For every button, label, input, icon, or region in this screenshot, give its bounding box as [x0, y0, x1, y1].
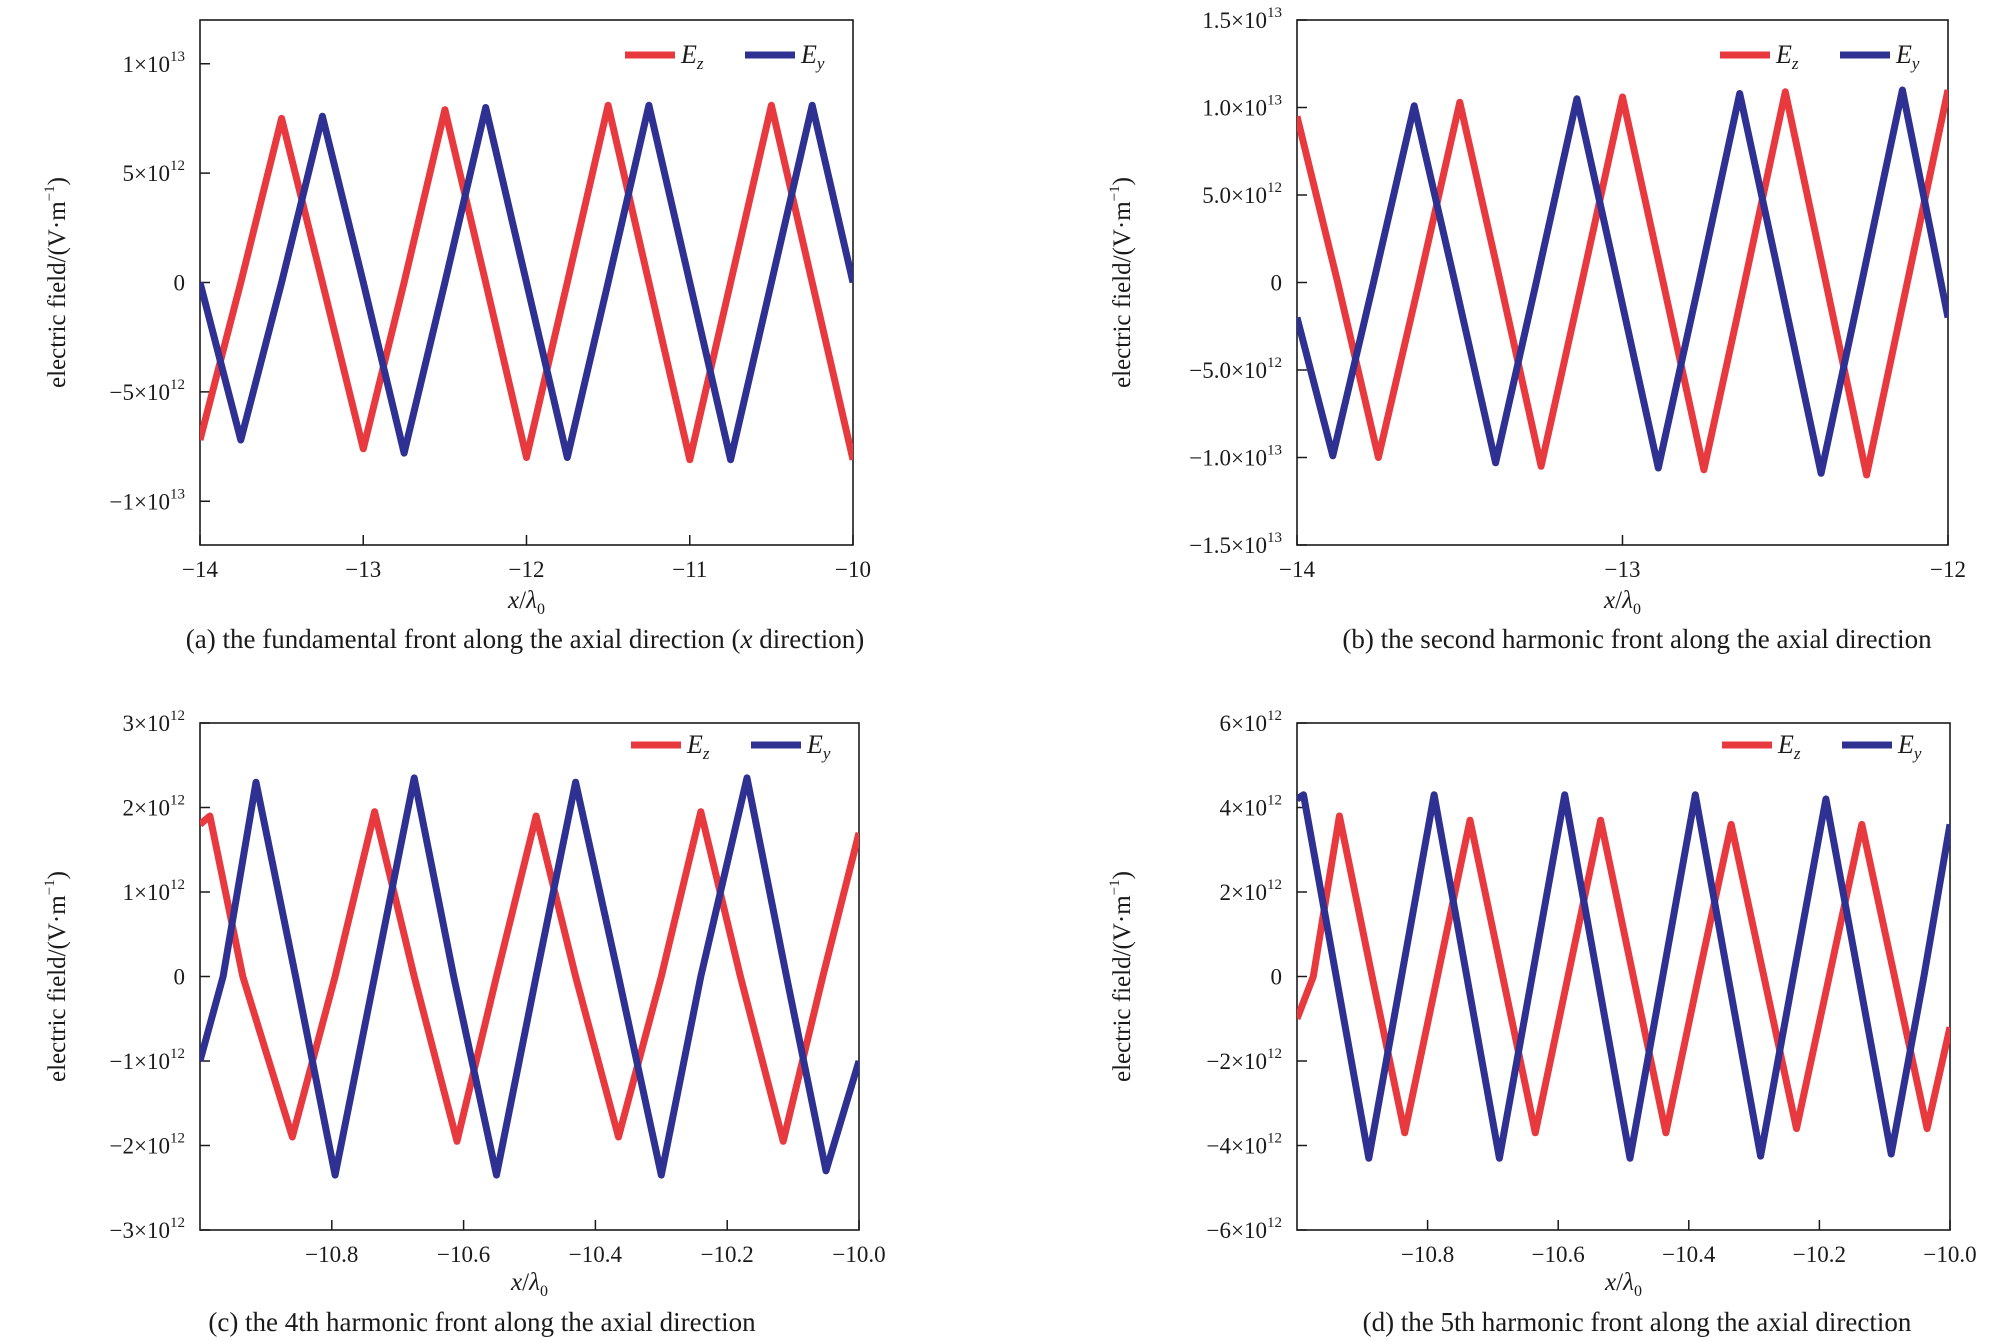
- series-line-Ez: [1297, 88, 1948, 479]
- x-tick-label: −10.4: [569, 1242, 623, 1267]
- y-tick-label: 6×1012: [1220, 708, 1282, 736]
- legend-label-Ey: Ey: [800, 40, 825, 73]
- legend-label-Ez: Ez: [680, 40, 704, 73]
- x-tick-label: −11: [672, 557, 707, 582]
- x-axis-label: x/λ0: [1603, 587, 1641, 618]
- x-tick-label: −14: [182, 557, 218, 582]
- y-tick-label: −4×1012: [1207, 1131, 1282, 1159]
- y-tick-label: 1.5×1013: [1202, 5, 1282, 33]
- x-tick-label: −10: [835, 557, 871, 582]
- y-tick-label: 5×1012: [123, 158, 185, 186]
- legend-label-Ey: Ey: [1895, 40, 1920, 73]
- y-tick-label: −3×1012: [110, 1215, 185, 1243]
- series-line-Ey: [200, 774, 859, 1179]
- y-tick-label: −1×1013: [110, 486, 185, 514]
- x-tick-label: −10.0: [1923, 1242, 1976, 1267]
- chart-panel-1: 1×1013 5×1012 0 −5×1012 −1×1013 −14 −13 −12 −11 −…: [42, 19, 871, 654]
- series-line-Ey: [1297, 791, 1950, 1162]
- chart-panel-4: 6×1012 4×1012 2×1012 0 −2×1012 −4×1012 −6×1012…: [1107, 708, 1977, 1337]
- x-tick-label: −13: [345, 557, 381, 582]
- chart-panel-2: 1.5×1013 1.0×1013 5.0×1012 0 −5.0×1012 −1.0×1…: [1107, 5, 1966, 654]
- y-tick-label: −1.0×1013: [1189, 443, 1282, 471]
- x-tick-label: −10.4: [1662, 1242, 1716, 1267]
- y-tick-label: 4×1012: [1220, 793, 1282, 821]
- y-tick-label: 0: [1271, 271, 1283, 296]
- legend-label-Ey: Ey: [1897, 730, 1922, 763]
- legend: Ez Ey: [625, 40, 825, 73]
- x-tick-label: −10.0: [832, 1242, 885, 1267]
- chart-panel-3: 3×1012 2×1012 1×1012 0 −1×1012 −2×1012 −3×1012…: [42, 708, 886, 1337]
- panel-caption: (a) the fundamental front along the axia…: [186, 624, 864, 654]
- x-tick-label: −10.6: [1532, 1242, 1585, 1267]
- y-tick-label: 1.0×1013: [1202, 93, 1282, 121]
- legend-label-Ez: Ez: [1777, 730, 1801, 763]
- x-tick-label: −10.8: [305, 1242, 358, 1267]
- legend: Ez Ey: [1720, 40, 1920, 73]
- legend: Ez Ey: [631, 730, 831, 763]
- x-tick-label: −10.2: [701, 1242, 754, 1267]
- x-tick-label: −12: [1930, 557, 1966, 582]
- y-tick-label: −1×1012: [110, 1046, 185, 1074]
- y-tick-label: −1.5×1013: [1189, 530, 1282, 558]
- y-tick-label: 0: [174, 965, 186, 990]
- y-tick-label: 1×1013: [123, 49, 185, 77]
- y-tick-label: −5×1012: [110, 377, 185, 405]
- y-tick-label: 5.0×1012: [1202, 180, 1282, 208]
- y-tick-label: −5.0×1012: [1189, 355, 1282, 383]
- y-tick-label: −6×1012: [1207, 1215, 1282, 1243]
- panel-caption: (c) the 4th harmonic front along the axi…: [208, 1307, 756, 1337]
- x-tick-label: −10.2: [1793, 1242, 1846, 1267]
- y-tick-label: −2×1012: [1207, 1046, 1282, 1074]
- x-tick-label: −12: [509, 557, 545, 582]
- y-axis-label: electric field/(V·m−1): [1107, 871, 1136, 1082]
- x-tick-label: −10.6: [437, 1242, 490, 1267]
- legend-label-Ey: Ey: [806, 730, 831, 763]
- x-tick-label: −14: [1279, 557, 1315, 582]
- y-axis-label: electric field/(V·m−1): [42, 871, 71, 1082]
- y-tick-label: 0: [174, 271, 186, 296]
- x-axis-label: x/λ0: [507, 587, 545, 618]
- x-tick-label: −13: [1605, 557, 1641, 582]
- y-tick-label: −2×1012: [110, 1131, 185, 1159]
- x-tick-label: −10.8: [1401, 1242, 1454, 1267]
- x-axis-label: x/λ0: [1604, 1269, 1642, 1300]
- plot-frame: [1296, 722, 1951, 1231]
- legend-label-Ez: Ez: [1775, 40, 1799, 73]
- series-line-Ez: [200, 101, 853, 464]
- legend: Ez Ey: [1722, 730, 1922, 763]
- y-tick-label: 0: [1271, 965, 1283, 990]
- y-tick-label: 1×1012: [123, 877, 185, 905]
- series-line-Ey: [1297, 86, 1948, 477]
- series-line-Ey: [200, 101, 853, 464]
- x-axis-label: x/λ0: [510, 1269, 548, 1300]
- panel-caption: (d) the 5th harmonic front along the axi…: [1363, 1307, 1912, 1337]
- legend-label-Ez: Ez: [686, 730, 710, 763]
- series-line-Ez: [1297, 812, 1950, 1137]
- y-tick-label: 3×1012: [123, 708, 185, 736]
- panel-caption: (b) the second harmonic front along the …: [1342, 624, 1932, 654]
- y-tick-label: 2×1012: [1220, 877, 1282, 905]
- y-axis-label: electric field/(V·m−1): [1107, 177, 1136, 388]
- y-axis-label: electric field/(V·m−1): [42, 177, 71, 388]
- series-line-Ez: [200, 808, 859, 1145]
- y-tick-label: 2×1012: [123, 793, 185, 821]
